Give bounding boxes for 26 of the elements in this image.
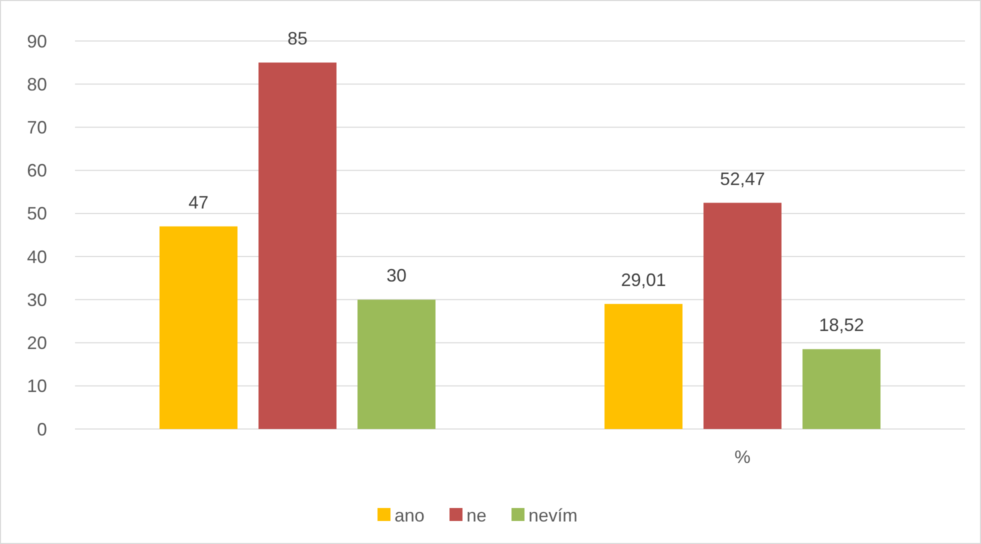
y-tick-label: 60 <box>26 160 47 181</box>
bar <box>604 304 682 429</box>
y-tick-label: 40 <box>26 246 47 267</box>
bar <box>802 349 880 429</box>
y-tick-label: 50 <box>26 204 47 224</box>
bar <box>358 300 436 429</box>
y-tick-label: 20 <box>26 333 47 354</box>
bar <box>258 62 336 429</box>
legend-label: ne <box>466 505 487 526</box>
data-label: 18,52 <box>818 315 864 336</box>
bar <box>704 202 782 429</box>
data-label: 29,01 <box>620 270 666 290</box>
legend-label: ano <box>394 505 425 526</box>
data-label: 30 <box>386 266 407 286</box>
y-tick-label: 0 <box>36 419 47 440</box>
x-tick-label: % <box>734 447 751 467</box>
y-tick-label: 80 <box>26 74 47 94</box>
bar <box>160 226 238 429</box>
legend-label: nevím <box>528 505 578 526</box>
y-tick-label: 90 <box>26 31 47 52</box>
data-label: 47 <box>188 192 209 212</box>
y-tick-label: 70 <box>26 118 47 138</box>
y-tick-label: 30 <box>26 290 47 310</box>
y-tick-label: 10 <box>26 376 47 396</box>
data-label: 85 <box>287 28 308 49</box>
data-label: 52,47 <box>720 168 766 189</box>
